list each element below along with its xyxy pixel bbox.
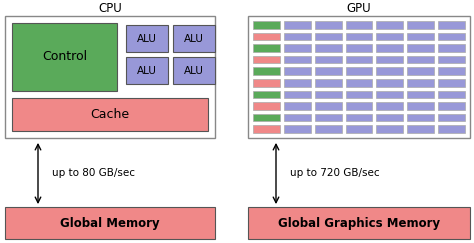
FancyBboxPatch shape xyxy=(315,56,342,63)
Text: ALU: ALU xyxy=(184,66,204,76)
Text: ALU: ALU xyxy=(137,34,157,43)
Text: Control: Control xyxy=(42,51,87,63)
FancyBboxPatch shape xyxy=(346,125,373,133)
FancyBboxPatch shape xyxy=(284,56,311,63)
FancyBboxPatch shape xyxy=(253,33,280,40)
Text: up to 720 GB/sec: up to 720 GB/sec xyxy=(290,168,380,179)
FancyBboxPatch shape xyxy=(284,79,311,87)
FancyBboxPatch shape xyxy=(407,102,434,110)
FancyBboxPatch shape xyxy=(284,67,311,75)
FancyBboxPatch shape xyxy=(407,33,434,40)
FancyBboxPatch shape xyxy=(376,33,403,40)
FancyBboxPatch shape xyxy=(346,79,373,87)
FancyBboxPatch shape xyxy=(438,102,465,110)
FancyBboxPatch shape xyxy=(346,91,373,98)
FancyBboxPatch shape xyxy=(173,25,215,52)
FancyBboxPatch shape xyxy=(438,91,465,98)
Text: ALU: ALU xyxy=(184,34,204,43)
FancyBboxPatch shape xyxy=(284,125,311,133)
FancyBboxPatch shape xyxy=(346,33,373,40)
FancyBboxPatch shape xyxy=(5,16,215,138)
FancyBboxPatch shape xyxy=(253,114,280,122)
FancyBboxPatch shape xyxy=(346,21,373,29)
FancyBboxPatch shape xyxy=(315,79,342,87)
FancyBboxPatch shape xyxy=(315,21,342,29)
FancyBboxPatch shape xyxy=(12,23,117,91)
FancyBboxPatch shape xyxy=(173,57,215,84)
FancyBboxPatch shape xyxy=(376,79,403,87)
FancyBboxPatch shape xyxy=(346,67,373,75)
FancyBboxPatch shape xyxy=(126,57,168,84)
FancyBboxPatch shape xyxy=(315,102,342,110)
FancyBboxPatch shape xyxy=(376,125,403,133)
FancyBboxPatch shape xyxy=(315,91,342,98)
FancyBboxPatch shape xyxy=(346,44,373,52)
Text: Global Memory: Global Memory xyxy=(60,217,160,229)
FancyBboxPatch shape xyxy=(12,98,208,131)
FancyBboxPatch shape xyxy=(407,44,434,52)
FancyBboxPatch shape xyxy=(248,207,470,239)
FancyBboxPatch shape xyxy=(438,79,465,87)
Text: GPU: GPU xyxy=(346,2,371,16)
FancyBboxPatch shape xyxy=(248,16,470,138)
FancyBboxPatch shape xyxy=(407,125,434,133)
FancyBboxPatch shape xyxy=(376,102,403,110)
FancyBboxPatch shape xyxy=(407,114,434,122)
FancyBboxPatch shape xyxy=(376,67,403,75)
FancyBboxPatch shape xyxy=(438,44,465,52)
FancyBboxPatch shape xyxy=(438,125,465,133)
FancyBboxPatch shape xyxy=(438,56,465,63)
FancyBboxPatch shape xyxy=(315,44,342,52)
FancyBboxPatch shape xyxy=(253,21,280,29)
FancyBboxPatch shape xyxy=(284,44,311,52)
FancyBboxPatch shape xyxy=(407,91,434,98)
FancyBboxPatch shape xyxy=(438,114,465,122)
FancyBboxPatch shape xyxy=(284,91,311,98)
FancyBboxPatch shape xyxy=(376,91,403,98)
FancyBboxPatch shape xyxy=(438,67,465,75)
FancyBboxPatch shape xyxy=(253,91,280,98)
FancyBboxPatch shape xyxy=(438,33,465,40)
FancyBboxPatch shape xyxy=(346,114,373,122)
FancyBboxPatch shape xyxy=(126,25,168,52)
FancyBboxPatch shape xyxy=(376,114,403,122)
FancyBboxPatch shape xyxy=(5,207,215,239)
Text: up to 80 GB/sec: up to 80 GB/sec xyxy=(52,168,135,179)
FancyBboxPatch shape xyxy=(284,33,311,40)
FancyBboxPatch shape xyxy=(253,102,280,110)
FancyBboxPatch shape xyxy=(407,79,434,87)
FancyBboxPatch shape xyxy=(284,102,311,110)
FancyBboxPatch shape xyxy=(253,56,280,63)
FancyBboxPatch shape xyxy=(253,125,280,133)
FancyBboxPatch shape xyxy=(407,21,434,29)
FancyBboxPatch shape xyxy=(376,21,403,29)
Text: Global Graphics Memory: Global Graphics Memory xyxy=(278,217,440,229)
FancyBboxPatch shape xyxy=(315,67,342,75)
Text: ALU: ALU xyxy=(137,66,157,76)
FancyBboxPatch shape xyxy=(346,56,373,63)
FancyBboxPatch shape xyxy=(284,114,311,122)
FancyBboxPatch shape xyxy=(407,56,434,63)
FancyBboxPatch shape xyxy=(346,102,373,110)
Text: CPU: CPU xyxy=(98,2,122,16)
FancyBboxPatch shape xyxy=(253,79,280,87)
FancyBboxPatch shape xyxy=(315,125,342,133)
FancyBboxPatch shape xyxy=(438,21,465,29)
FancyBboxPatch shape xyxy=(284,21,311,29)
FancyBboxPatch shape xyxy=(407,67,434,75)
FancyBboxPatch shape xyxy=(376,56,403,63)
Text: Cache: Cache xyxy=(91,108,129,121)
FancyBboxPatch shape xyxy=(315,114,342,122)
FancyBboxPatch shape xyxy=(315,33,342,40)
FancyBboxPatch shape xyxy=(376,44,403,52)
FancyBboxPatch shape xyxy=(253,67,280,75)
FancyBboxPatch shape xyxy=(253,44,280,52)
